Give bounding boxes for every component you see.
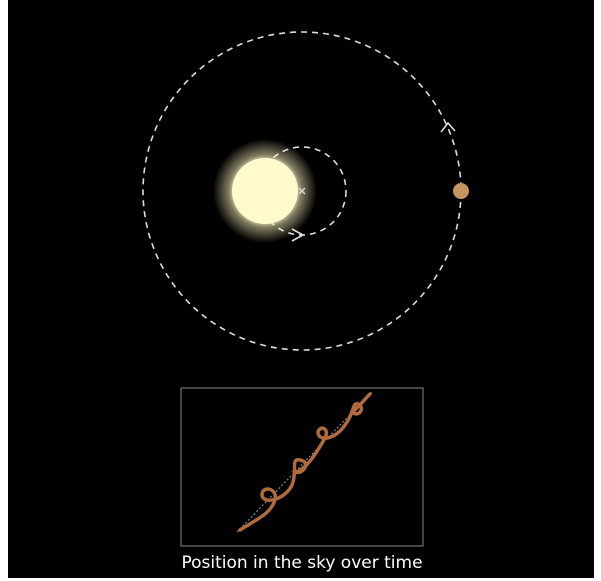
planet xyxy=(453,183,469,199)
orbit-arrow xyxy=(440,121,456,133)
barycenter xyxy=(298,187,306,195)
star xyxy=(232,158,298,224)
caption: Position in the sky over time xyxy=(181,553,422,573)
sky-track xyxy=(238,392,372,532)
